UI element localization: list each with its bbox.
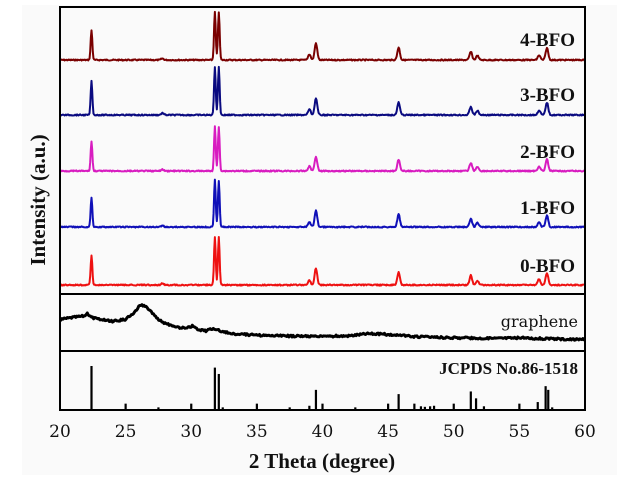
reference-label: JCPDS No.86-1518 [439,359,578,378]
series-line-3-bfo [59,65,586,117]
plot-frame [59,6,586,411]
x-tick-label: 55 [509,422,531,442]
series-label-3-bfo: 3-BFO [520,85,575,106]
series-line-1-bfo [59,178,586,229]
x-tick-label: 25 [115,422,137,442]
series-line-2-bfo [59,125,586,173]
series-label-2-bfo: 2-BFO [520,142,575,163]
series-label-4-bfo: 4-BFO [520,30,575,51]
x-tick-label: 20 [49,422,71,442]
series-label-0-bfo: 0-BFO [520,256,575,277]
label-layer: 4-BFO 3-BFO 2-BFO 1-BFO 0-BFO graphene JCPDS N… [49,30,596,442]
x-tick-label: 45 [377,422,399,442]
frame-layer [59,6,586,411]
figure-background [22,5,617,475]
x-tick-label: 40 [312,422,334,442]
graphene-label: graphene [501,312,578,331]
x-tick-label: 60 [574,422,596,442]
series-layer [59,10,586,410]
series-line-0-bfo [59,235,586,287]
y-axis-title: Intensity (a.u.) [26,134,50,265]
x-axis-title: 2 Theta (degree) [249,449,395,473]
series-label-1-bfo: 1-BFO [520,198,575,219]
series-line-graphene [59,303,586,342]
series-line-4-bfo [59,10,586,62]
x-tick-label: 50 [443,422,465,442]
x-tick-label: 35 [246,422,268,442]
x-tick-label: 30 [180,422,202,442]
